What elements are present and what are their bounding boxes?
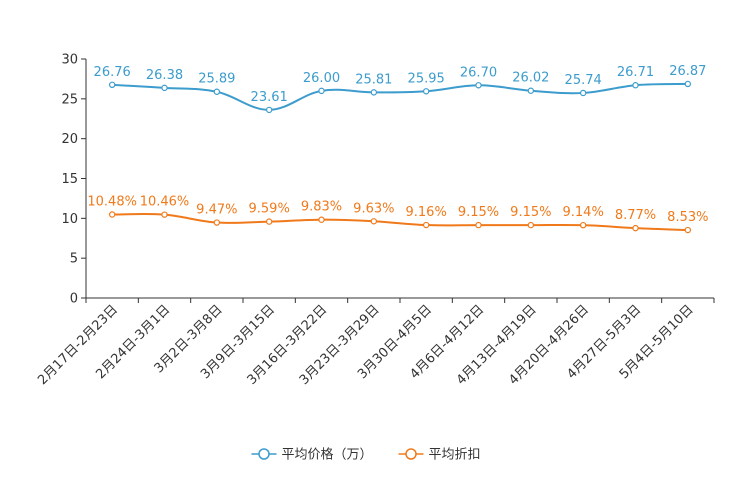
data-point bbox=[318, 87, 325, 95]
data-point bbox=[475, 82, 482, 89]
data-label: 26.76 bbox=[94, 65, 131, 80]
data-label: 9.14% bbox=[563, 205, 604, 220]
y-tick-label: 5 bbox=[70, 252, 78, 267]
data-point bbox=[108, 211, 116, 218]
data-point bbox=[422, 88, 430, 95]
data-label: 25.81 bbox=[355, 72, 392, 87]
data-point bbox=[527, 87, 535, 94]
data-label: 26.70 bbox=[460, 65, 497, 80]
data-point bbox=[632, 224, 639, 232]
data-point bbox=[684, 226, 692, 234]
series-1: 26.76 26.38 25.89 23.61 26.00 25.81 25.95 26.70… bbox=[94, 64, 706, 114]
y-tick-label: 20 bbox=[61, 132, 78, 147]
data-point bbox=[370, 89, 378, 96]
data-label: 26.02 bbox=[512, 71, 549, 86]
data-label: 9.47% bbox=[196, 203, 237, 218]
data-label: 25.74 bbox=[565, 73, 602, 88]
legend-marker bbox=[405, 448, 417, 460]
y-tick-label: 15 bbox=[61, 172, 78, 187]
y-tick-label: 30 bbox=[61, 53, 78, 68]
data-point bbox=[370, 218, 378, 225]
data-label: 8.77% bbox=[615, 208, 656, 223]
data-label: 26.71 bbox=[617, 65, 654, 80]
data-label: 26.00 bbox=[303, 71, 340, 86]
data-point bbox=[265, 106, 273, 114]
data-point bbox=[161, 211, 168, 218]
data-point bbox=[527, 221, 535, 229]
data-label: 9.15% bbox=[510, 205, 551, 220]
data-label: 10.48% bbox=[87, 195, 137, 210]
data-label: 25.95 bbox=[408, 71, 445, 86]
data-point bbox=[265, 218, 273, 225]
legend-marker bbox=[258, 448, 270, 460]
data-point bbox=[579, 89, 587, 97]
data-label: 8.53% bbox=[667, 210, 708, 225]
legend-item-2: 平均折扣 bbox=[398, 448, 481, 463]
data-point bbox=[632, 82, 639, 89]
data-point bbox=[422, 221, 430, 229]
data-label: 25.89 bbox=[198, 72, 235, 87]
series-line bbox=[112, 212, 688, 232]
data-label: 26.87 bbox=[669, 64, 706, 79]
data-label: 9.15% bbox=[458, 205, 499, 220]
legend-label: 平均折扣 bbox=[429, 448, 481, 463]
data-point bbox=[161, 84, 168, 92]
data-label: 9.63% bbox=[353, 201, 394, 216]
data-point bbox=[108, 81, 116, 89]
data-point bbox=[213, 88, 221, 95]
series-line bbox=[112, 82, 688, 111]
y-tick-label: 0 bbox=[70, 292, 78, 307]
data-point bbox=[579, 221, 587, 229]
data-label: 9.59% bbox=[249, 202, 290, 217]
data-label: 9.16% bbox=[406, 205, 447, 220]
legend-label: 平均价格（万） bbox=[282, 447, 373, 463]
data-label: 10.46% bbox=[140, 195, 190, 210]
y-tick-label: 25 bbox=[61, 92, 78, 107]
data-label: 23.61 bbox=[251, 90, 288, 105]
data-point bbox=[684, 80, 692, 88]
series-2: 10.48% 10.46% 9.47% 9.59% 9.83% 9.63% 9.16% 9.1… bbox=[87, 195, 708, 234]
data-point bbox=[213, 219, 221, 226]
y-tick-label: 10 bbox=[61, 212, 78, 227]
data-label: 9.83% bbox=[301, 200, 342, 215]
data-label: 26.38 bbox=[146, 68, 183, 83]
legend-item-1: 平均价格（万） bbox=[251, 447, 373, 463]
data-point bbox=[318, 216, 325, 223]
data-point bbox=[475, 221, 482, 229]
